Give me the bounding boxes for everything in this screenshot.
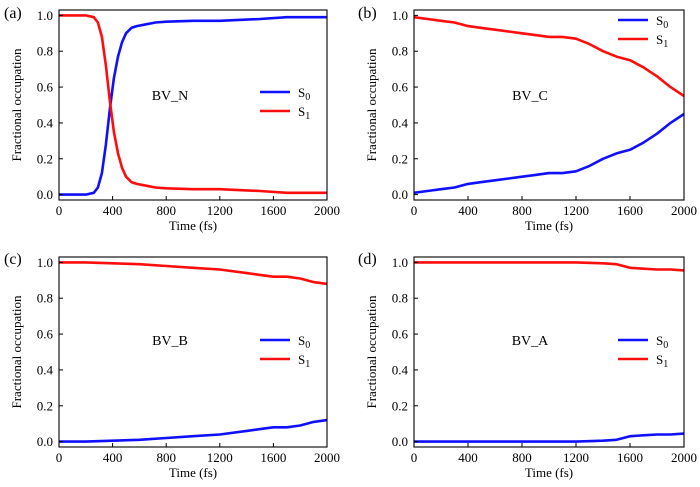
x-tick-label: 800 [512,450,532,465]
legend-label-s0: S0 [656,13,668,31]
chart-panel-a: 0 400 800 1200 1600 2000 0.0 0.2 0.4 0.6 0.8 1.0 Tim… [4,5,340,233]
x-tick-label: 800 [156,450,176,465]
series-line-s0 [413,112,685,195]
y-tick-label: 0.4 [392,362,409,377]
x-tick-label: 0 [411,450,418,465]
plot-frame [58,256,328,448]
x-tick-label: 1200 [207,450,233,465]
x-axis-label: Time (fs) [169,465,217,480]
y-axis-label: Fractional occupation [9,48,24,161]
series-line-s0 [59,418,328,443]
x-tick-label: 2000 [671,450,697,465]
y-tick-label: 0.6 [392,327,409,342]
series-line-s1 [414,261,685,272]
x-tick-label: 400 [103,203,123,218]
x-tick-label: 1200 [563,203,589,218]
panel-label: (c) [4,251,22,268]
y-tick-label: 1.0 [37,8,53,23]
plot-frame [58,9,328,201]
x-tick-label: 2000 [314,203,340,218]
y-tick-label: 0.0 [392,434,408,449]
x-tick-label: 800 [512,203,532,218]
x-tick-label: 400 [103,450,123,465]
x-tick-label: 1600 [260,450,286,465]
x-tick-label: 1600 [260,203,286,218]
y-tick-label: 0.8 [392,291,408,306]
y-tick-label: 1.0 [37,255,53,270]
y-axis-label: Fractional occupation [9,295,24,408]
y-tick-label: 0.8 [37,291,53,306]
y-tick-label: 1.0 [392,255,408,270]
x-tick-label: 2000 [314,450,340,465]
legend-label-s1: S1 [656,352,668,370]
x-axis-label: Time (fs) [169,218,217,233]
panel-label: (a) [4,5,22,22]
molecule-annotation: BV_A [512,334,549,349]
x-tick-label: 1600 [617,203,643,218]
x-tick-label: 2000 [671,203,697,218]
molecule-annotation: BV_B [152,334,188,349]
panel-label: (d) [358,251,377,268]
legend-label-s0: S0 [298,333,310,351]
y-tick-label: 0.4 [392,115,409,130]
legend-label-s0: S0 [656,333,668,351]
y-axis-label: Fractional occupation [364,48,379,161]
molecule-annotation: BV_C [512,89,548,104]
y-tick-label: 0.8 [392,44,408,59]
y-tick-label: 0.4 [37,362,54,377]
x-tick-label: 800 [156,203,176,218]
y-tick-label: 0.8 [37,44,53,59]
y-tick-label: 0.6 [37,80,54,95]
y-axis-label: Fractional occupation [364,295,379,408]
y-tick-label: 0.0 [37,434,53,449]
y-tick-label: 0.6 [37,327,54,342]
chart-panel-b: 0 400 800 1200 1600 2000 0.0 0.2 0.4 0.6 0.8 1.0 Tim… [358,5,697,233]
x-axis-label: Time (fs) [525,218,573,233]
y-tick-label: 0.4 [37,115,54,130]
molecule-annotation: BV_N [152,89,189,104]
chart-panel-d: 0 400 800 1200 1600 2000 0.0 0.2 0.4 0.6 0.8 1.0 Tim… [358,251,697,480]
x-tick-label: 0 [411,203,418,218]
y-tick-label: 0.2 [37,151,53,166]
legend-label-s0: S0 [298,85,310,103]
plot-frame [413,256,685,448]
y-tick-label: 1.0 [392,8,408,23]
x-tick-label: 0 [56,450,63,465]
series-line-s0 [59,15,327,196]
chart-panel-c: 0 400 800 1200 1600 2000 0.0 0.2 0.4 0.6 0.8 1.0 Tim… [4,251,340,480]
series-line-s1 [59,14,327,195]
series-line-s1 [413,15,685,98]
series-line-s0 [414,432,685,443]
x-tick-label: 1600 [617,450,643,465]
y-tick-label: 0.2 [392,151,408,166]
y-tick-label: 0.6 [392,80,409,95]
y-tick-label: 0.0 [392,187,408,202]
x-tick-label: 0 [56,203,63,218]
y-tick-label: 0.0 [37,187,53,202]
plot-frame [413,9,685,201]
x-tick-label: 1200 [207,203,233,218]
series-line-s1 [59,261,328,286]
y-tick-label: 0.2 [37,398,53,413]
x-tick-label: 1200 [563,450,589,465]
panel-label: (b) [358,5,377,22]
x-tick-label: 400 [458,450,478,465]
legend-label-s1: S1 [298,352,310,370]
x-axis-label: Time (fs) [525,465,573,480]
y-tick-label: 0.2 [392,398,408,413]
legend-label-s1: S1 [656,32,668,50]
legend-label-s1: S1 [298,104,310,122]
x-tick-label: 400 [458,203,478,218]
